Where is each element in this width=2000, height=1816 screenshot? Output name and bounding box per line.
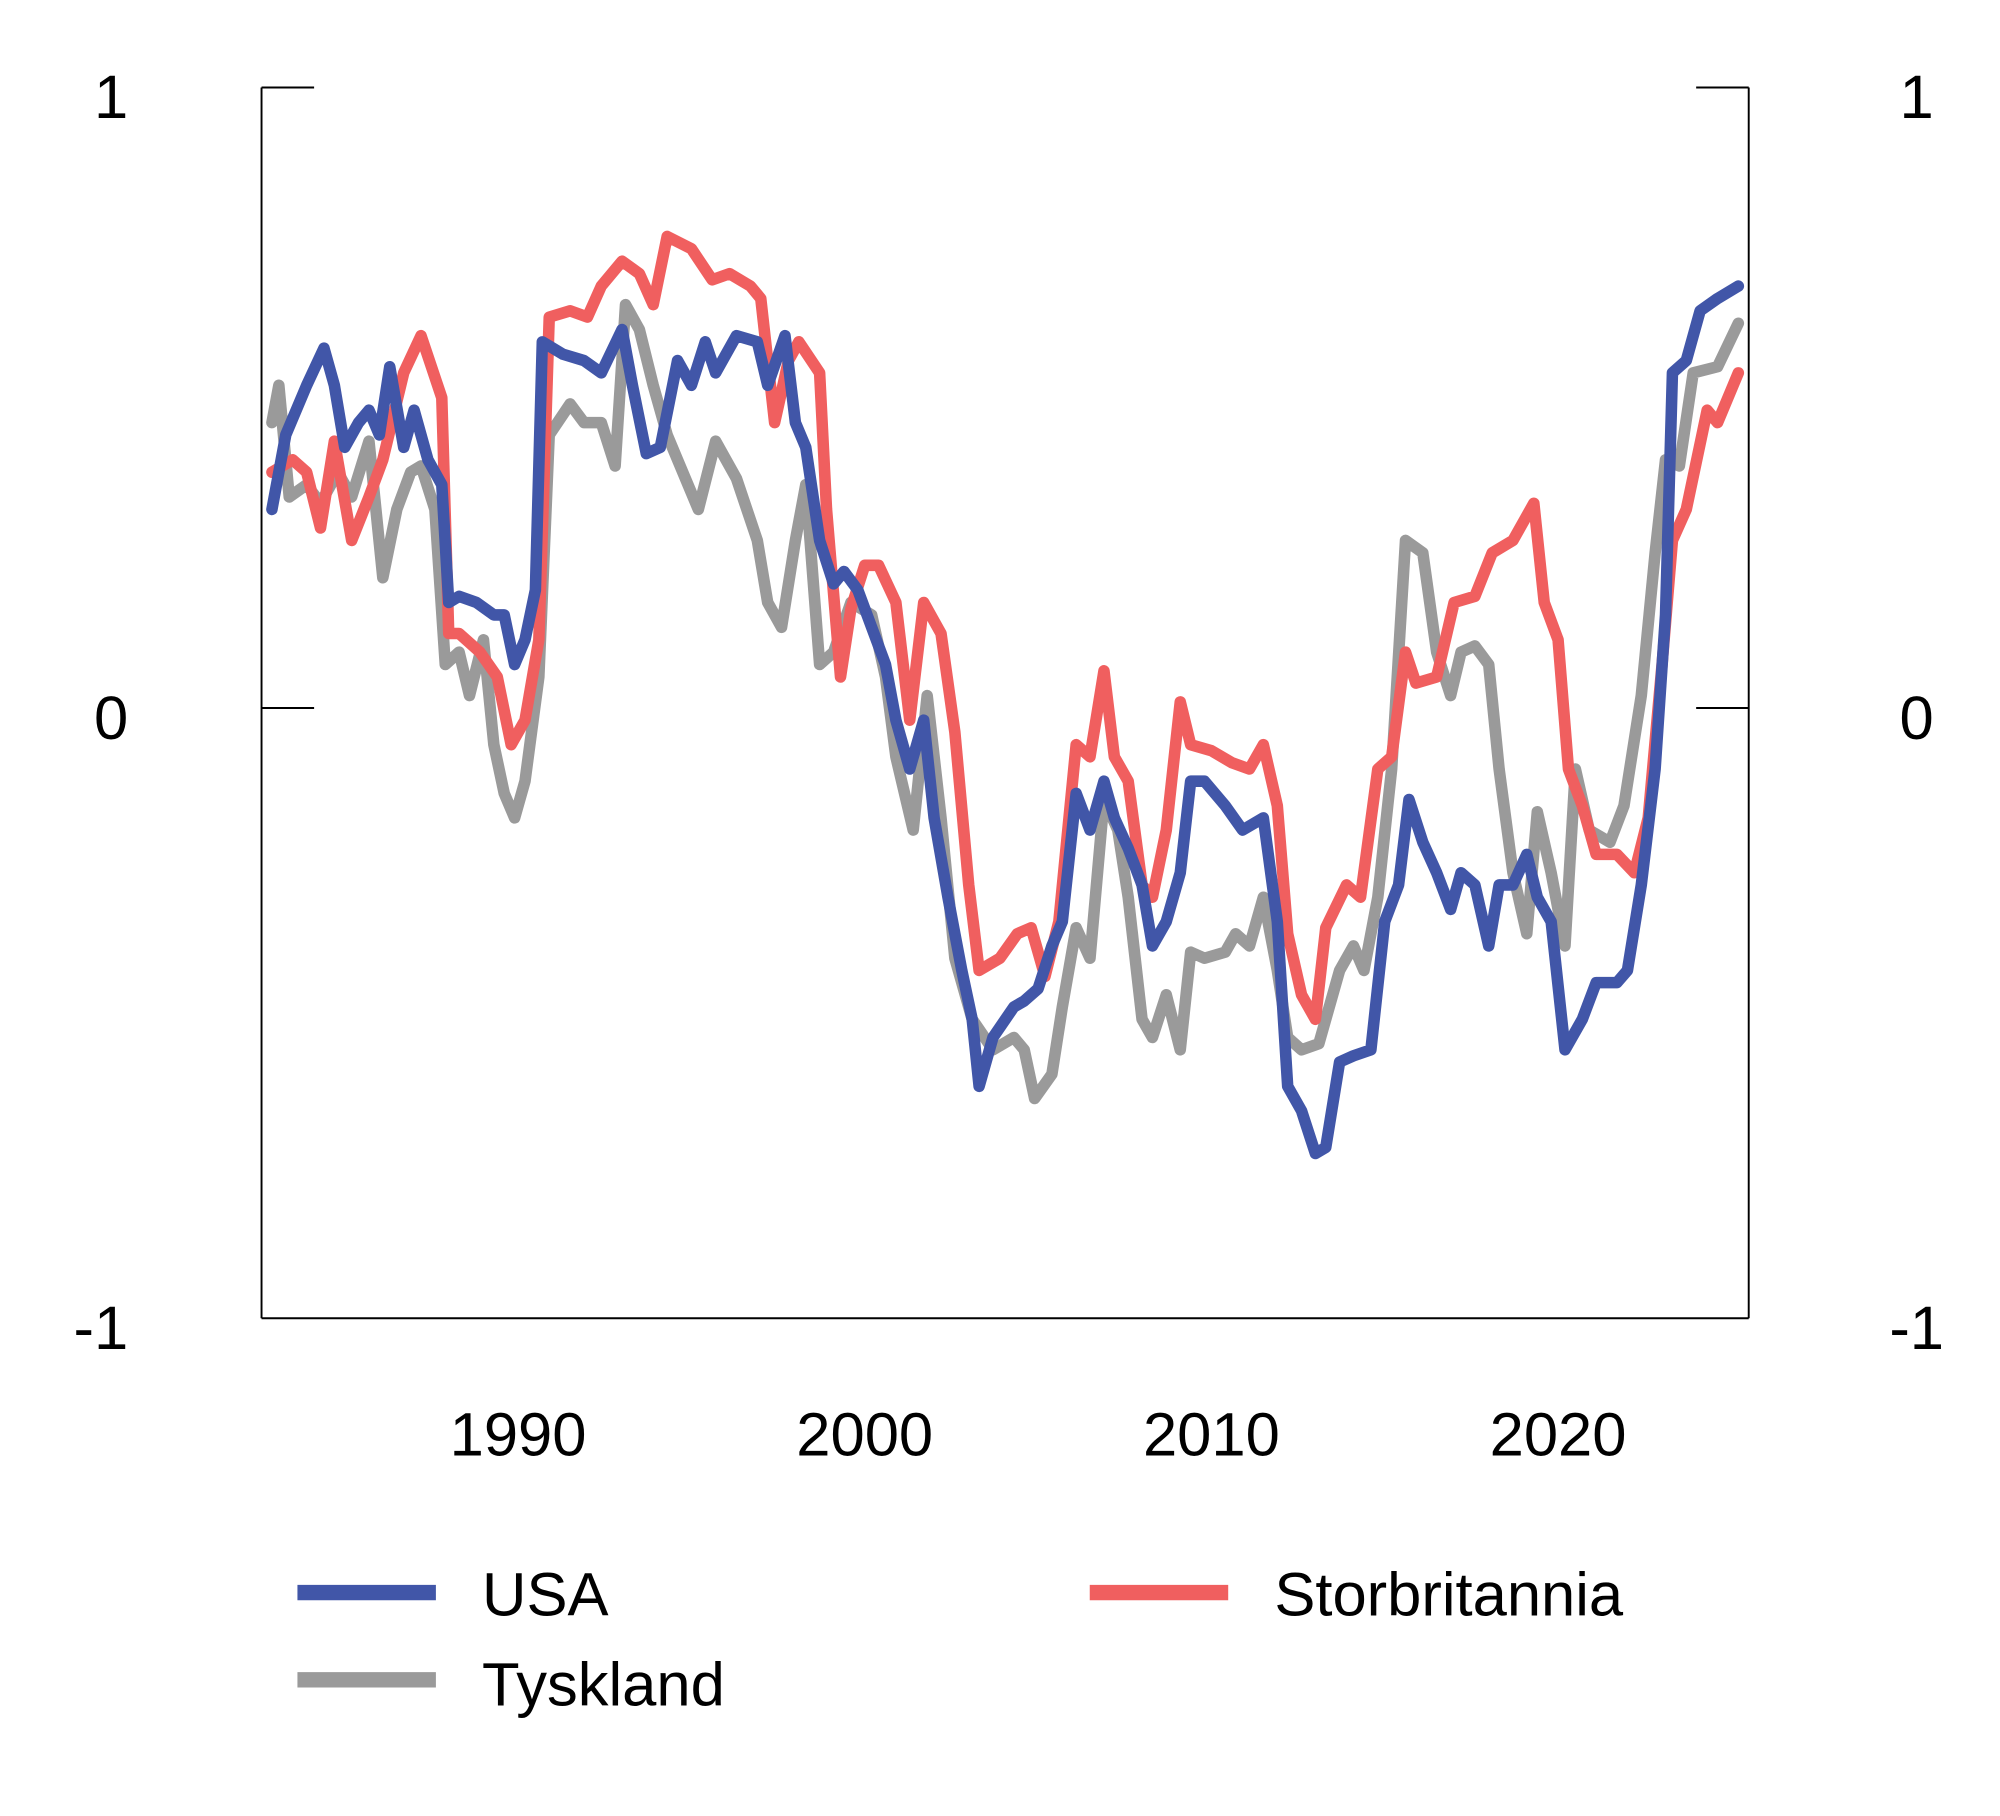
- y-tick-label-right: 1: [1900, 63, 1934, 132]
- y-tick-label-right: 0: [1900, 684, 1934, 753]
- x-ticks: 1990 2000 2010 2020: [450, 1400, 1627, 1469]
- series-lines: [266, 230, 1745, 1160]
- legend-item-tyskland: Tyskland: [297, 1650, 725, 1719]
- axes: [260, 87, 1750, 1320]
- legend-label-tyskland: Tyskland: [482, 1650, 725, 1719]
- y-tick-label-left: 0: [94, 684, 128, 753]
- x-tick-label: 1990: [450, 1400, 587, 1469]
- y-ticks: 1 1 0 0 -1 -1: [74, 63, 1945, 1363]
- legend-item-usa: USA: [297, 1561, 609, 1630]
- series-line-storbritannia: [266, 230, 1745, 1026]
- legend-label-usa: USA: [482, 1561, 609, 1630]
- series-line-usa: [266, 280, 1745, 1160]
- legend: USA Storbritannia Tyskland: [297, 1561, 1624, 1719]
- x-tick-label: 2000: [796, 1400, 933, 1469]
- series-line-tyskland: [266, 298, 1745, 1105]
- y-tick-label-left: -1: [74, 1294, 129, 1363]
- x-tick-label: 2020: [1490, 1400, 1627, 1469]
- legend-item-storbritannia: Storbritannia: [1089, 1561, 1624, 1630]
- x-tick-label: 2010: [1143, 1400, 1280, 1469]
- y-tick-label-left: 1: [94, 63, 128, 132]
- y-tick-label-right: -1: [1889, 1294, 1944, 1363]
- legend-label-storbritannia: Storbritannia: [1274, 1561, 1624, 1630]
